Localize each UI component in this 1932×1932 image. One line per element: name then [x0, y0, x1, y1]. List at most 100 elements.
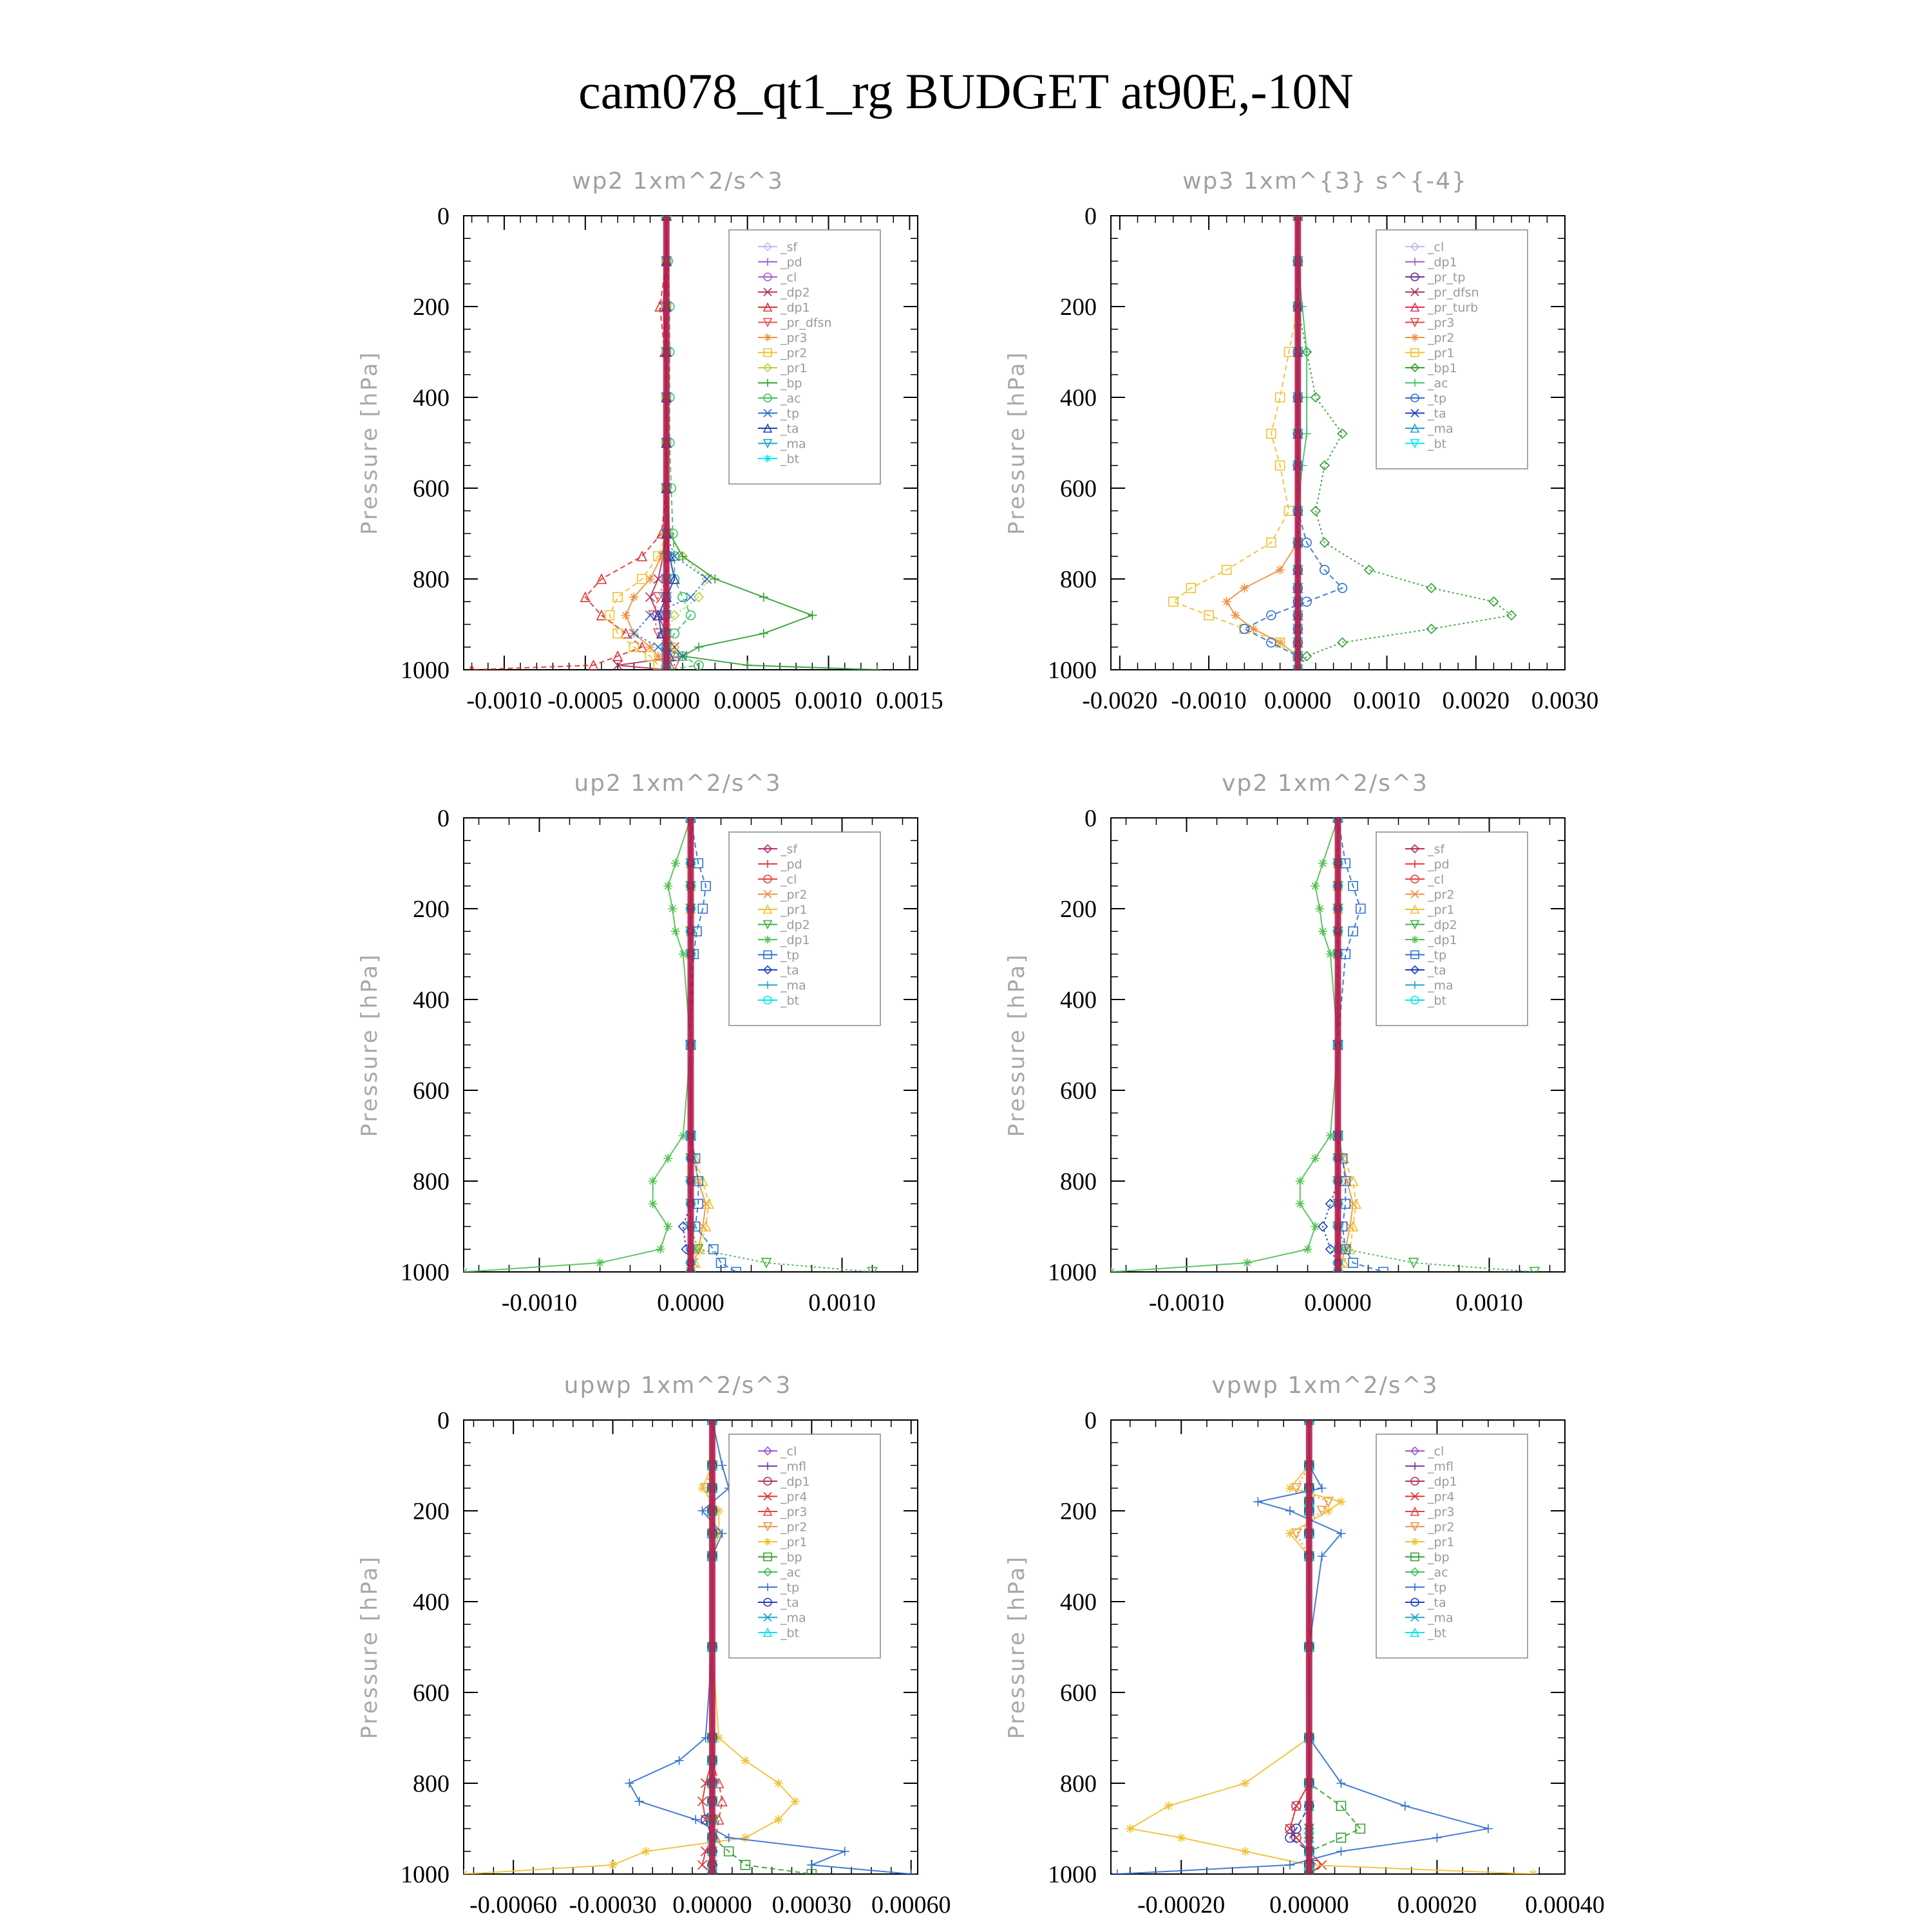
legend-label: _pd [1427, 858, 1450, 872]
series-marker [1266, 637, 1276, 648]
legend-marker [762, 1567, 773, 1577]
series-marker [580, 591, 591, 602]
series-marker [867, 1267, 878, 1272]
legend-label: _cl [1427, 873, 1444, 887]
series-marker [1528, 1870, 1538, 1874]
legend-label: _tp [780, 949, 799, 963]
legend-marker [1410, 889, 1419, 899]
series-line-pr2 [1226, 216, 1299, 670]
series-marker [694, 642, 704, 652]
x-tick-label: 0.0020 [1443, 687, 1510, 714]
x-tick-label: 0.0015 [876, 687, 943, 714]
legend-marker [1410, 996, 1419, 1005]
legend-marker [1410, 1492, 1419, 1501]
series-group [1111, 818, 1540, 1272]
series-marker [740, 1860, 751, 1870]
series-marker [677, 651, 688, 661]
panel-4: vp2 1xm^2/s^3 Pressure [hPa] 0 200 400 600 800… [1004, 770, 1566, 1316]
series-marker [612, 660, 623, 670]
series-marker [604, 610, 615, 621]
series-marker [653, 642, 663, 652]
legend-label: _cl [780, 873, 797, 887]
legend-marker [763, 1477, 772, 1486]
legend-marker [763, 287, 772, 297]
x-tick-label: 0.00000 [1269, 1891, 1349, 1918]
y-tick-label: 1000 [1048, 1861, 1097, 1888]
legend-marker [1410, 1506, 1420, 1516]
series-marker [773, 1815, 783, 1824]
series-marker [1336, 1779, 1346, 1788]
legend-label: _pr1 [1427, 903, 1454, 917]
series-line-dp2 [618, 216, 684, 670]
series-marker [685, 610, 696, 621]
legend-marker [764, 455, 772, 462]
series-marker [621, 611, 630, 620]
legend-marker [762, 423, 773, 433]
legend-marker [763, 1613, 772, 1622]
y-axis-label: Pressure [hPa] [357, 1555, 383, 1739]
series-marker [669, 628, 680, 639]
legend-marker [763, 393, 772, 402]
x-tick-label: 0.00020 [1397, 1891, 1477, 1918]
series-marker [1318, 858, 1327, 868]
legend-label: _tp [1427, 1581, 1446, 1595]
series-marker [717, 1461, 727, 1470]
legend: _sf_pd_cl_pr2_pr1_dp2_dp1 _tp_ta_ma_bt [1376, 831, 1528, 1027]
series-marker [1506, 610, 1517, 621]
series-marker [1274, 392, 1285, 402]
series-marker [1302, 429, 1312, 439]
series-group [1168, 216, 1517, 670]
series-marker [1231, 611, 1240, 620]
legend-marker [1411, 936, 1419, 943]
legend-label: _pr4 [1427, 1490, 1454, 1504]
legend-marker [1410, 1552, 1419, 1562]
series-marker [1323, 1497, 1334, 1508]
legend-marker [1410, 302, 1420, 312]
x-tick-label: 0.00030 [772, 1891, 852, 1918]
legend-marker [1410, 287, 1419, 297]
legend-label: _dp1 [780, 301, 810, 315]
series-marker [692, 1244, 704, 1255]
legend-label: _pr_dfsn [780, 316, 832, 330]
legend-label: _ac [1427, 377, 1448, 391]
panel-5: upwp 1xm^2/s^3 Pressure [hPa] 0 200 400 600 80… [357, 1372, 951, 1918]
series-marker [1302, 596, 1312, 607]
legend-box [728, 831, 881, 1027]
series-marker [663, 1222, 673, 1231]
series-marker [1285, 1860, 1295, 1870]
legend-label: _bp [780, 377, 802, 391]
legend-label: _tp [1427, 949, 1446, 963]
legend-marker [1410, 348, 1419, 357]
series-marker [773, 1779, 783, 1788]
legend-label: _ac [1427, 1566, 1448, 1580]
x-tick-label: 0.0000 [1304, 1289, 1372, 1316]
series-marker [1164, 1801, 1173, 1811]
legend-label: _sf [780, 842, 798, 857]
legend-marker [764, 1583, 772, 1591]
series-marker [1347, 1220, 1359, 1232]
series-marker [700, 1220, 712, 1232]
series-marker [1240, 583, 1249, 593]
series-marker [1488, 596, 1499, 607]
series-marker [1275, 565, 1285, 574]
y-tick-label: 800 [413, 1770, 450, 1797]
x-tick-label: -0.00020 [1137, 1891, 1225, 1918]
series-marker [652, 592, 664, 603]
x-tick-label: 0.0000 [657, 1289, 724, 1316]
legend-marker [1411, 379, 1419, 387]
series-marker [1408, 1258, 1419, 1269]
x-tick-label: -0.00060 [469, 1891, 557, 1918]
legend-label: _bt [1427, 437, 1446, 451]
series-marker [1221, 565, 1232, 575]
series-marker [612, 650, 623, 661]
series-marker [625, 1779, 634, 1788]
series-marker [701, 880, 711, 891]
legend-box [728, 229, 881, 485]
series-marker [1186, 583, 1197, 593]
y-tick-label: 200 [413, 1498, 450, 1525]
series-marker [741, 1756, 750, 1765]
series-marker [1249, 624, 1258, 634]
series-marker [648, 1177, 658, 1186]
legend-marker [1411, 981, 1419, 989]
y-axis-label: Pressure [hPa] [357, 953, 383, 1137]
